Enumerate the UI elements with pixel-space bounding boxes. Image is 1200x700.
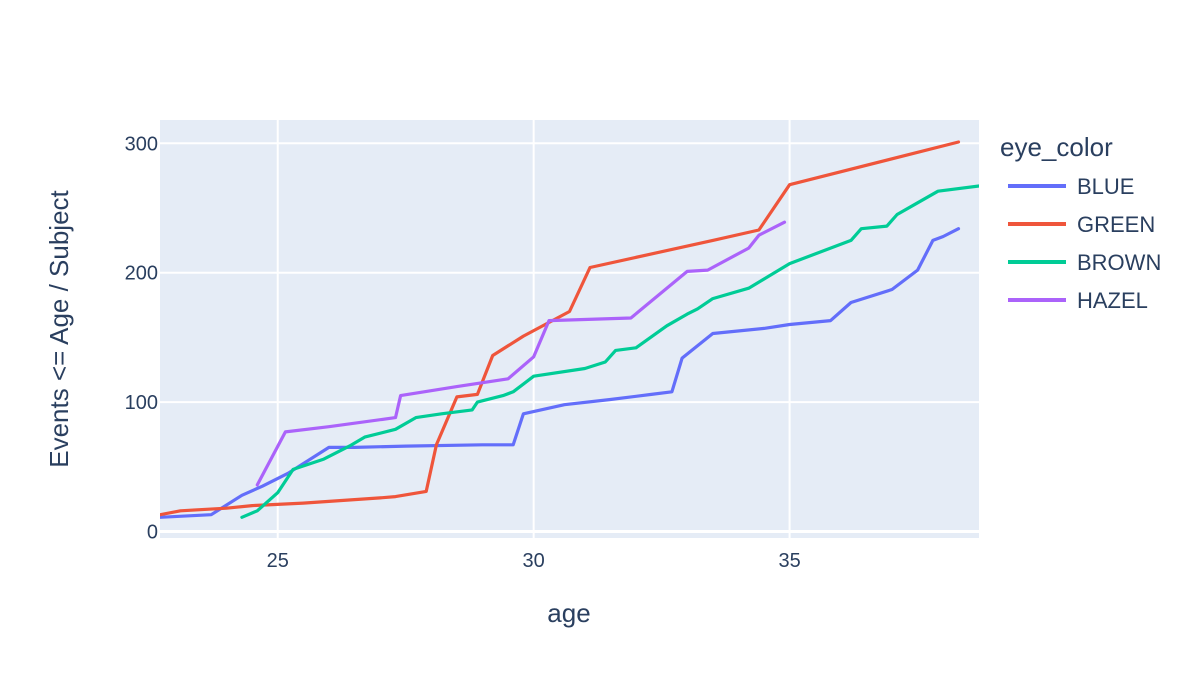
series-lines [160, 140, 979, 519]
x-axis-title: age [547, 598, 590, 628]
legend-item-hazel[interactable]: HAZEL [1008, 288, 1148, 313]
y-tick-label: 100 [125, 392, 158, 414]
legend-item-green[interactable]: GREEN [1008, 212, 1155, 237]
y-tick-label: 200 [125, 263, 158, 285]
legend-label: HAZEL [1077, 288, 1148, 313]
legend-item-brown[interactable]: BROWN [1008, 250, 1161, 275]
legend-label: BLUE [1077, 174, 1134, 199]
series-line-green[interactable] [160, 140, 961, 517]
series-line-brown[interactable] [240, 184, 979, 519]
legend-item-blue[interactable]: BLUE [1008, 174, 1134, 199]
series-line-hazel[interactable] [255, 220, 787, 487]
x-tick-label: 35 [778, 550, 800, 572]
legend[interactable]: eye_color BLUE GREEN BROWN HAZEL [1000, 132, 1161, 313]
x-tick-label: 30 [523, 550, 545, 572]
y-axis-ticks: 0 100 200 300 [125, 133, 158, 543]
y-tick-label: 0 [147, 522, 158, 544]
y-tick-label: 300 [125, 133, 158, 155]
legend-title: eye_color [1000, 132, 1113, 162]
y-axis-title: Events <= Age / Subject [44, 189, 74, 467]
legend-label: GREEN [1077, 212, 1155, 237]
legend-label: BROWN [1077, 250, 1161, 275]
x-axis-ticks: 25 30 35 [267, 550, 801, 572]
x-tick-label: 25 [267, 550, 289, 572]
